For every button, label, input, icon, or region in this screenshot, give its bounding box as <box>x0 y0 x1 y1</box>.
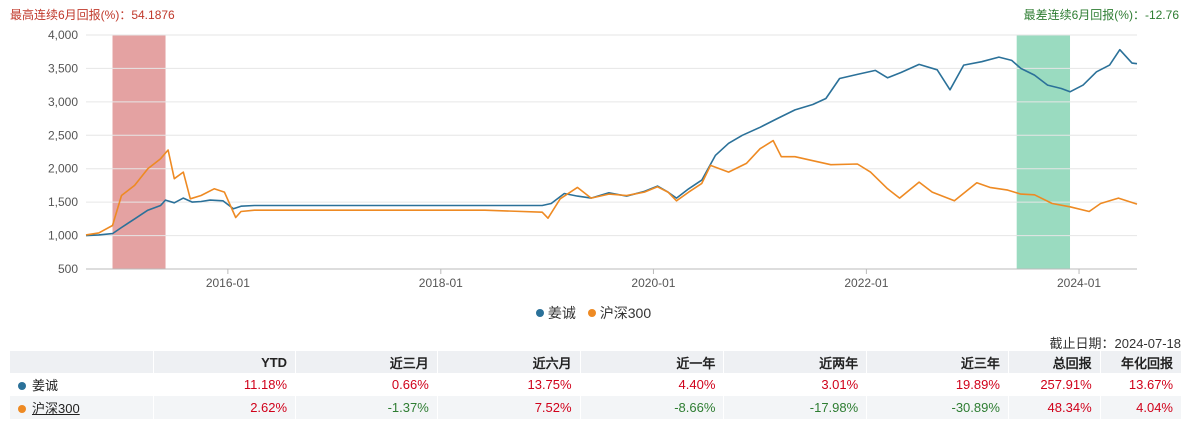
x-tick-label: 2016-01 <box>206 276 250 290</box>
legend-label-index: 沪深300 <box>599 305 652 321</box>
col-header-3m: 近三月 <box>295 351 438 373</box>
cell-value: 13.67% <box>1100 373 1183 396</box>
max-6m-band <box>112 35 166 269</box>
cell-value: 4.04% <box>1100 396 1183 419</box>
performance-table: YTD 近三月 近六月 近一年 近两年 近三年 总回报 年化回报 姜诚 11.1… <box>10 351 1183 419</box>
legend-item-index[interactable]: 沪深300 <box>587 303 652 323</box>
col-header-6m: 近六月 <box>437 351 581 373</box>
row-label-link[interactable]: 沪深300 <box>32 401 80 416</box>
cell-value: -17.98% <box>723 396 868 419</box>
as-of-date: 截止日期：2024-07-18 <box>1049 336 1182 351</box>
cell-value: 7.52% <box>437 396 581 419</box>
legend-item-fund[interactable]: 姜诚 <box>535 303 576 323</box>
cell-value: -8.66% <box>580 396 725 419</box>
col-header-3y: 近三年 <box>866 351 1009 373</box>
cell-value: -1.37% <box>295 396 438 419</box>
table-row: 沪深300 2.62% -1.37% 7.52% -8.66% -17.98% … <box>10 396 1183 419</box>
nav-line-chart: 500 1,000 1,500 2,000 2,500 3,000 3,500 4,000 2… <box>48 28 1138 290</box>
cell-value: 257.91% <box>1008 373 1101 396</box>
cell-value: 48.34% <box>1008 396 1101 419</box>
legend-label-fund: 姜诚 <box>547 305 576 321</box>
x-tick-label: 2018-01 <box>419 276 463 290</box>
table-row: 姜诚 11.18% 0.66% 13.75% 4.40% 3.01% 19.89… <box>10 373 1183 396</box>
x-tick-label: 2020-01 <box>631 276 675 290</box>
chart-legend: 姜诚 沪深300 <box>0 303 1187 323</box>
row-name-fund: 姜诚 <box>10 373 155 396</box>
cell-value: 2.62% <box>153 396 297 419</box>
max-6m-return-label: 最高连续6月回报(%)：54.1876 <box>10 8 175 22</box>
y-tick-label: 2,000 <box>48 162 78 176</box>
x-axis: 2016-01 2018-01 2020-01 2022-01 2024-01 <box>86 268 1137 290</box>
col-header <box>10 351 155 373</box>
cell-value: -30.89% <box>866 396 1009 419</box>
row-label: 姜诚 <box>32 378 59 393</box>
return-bands <box>112 35 1071 269</box>
y-tick-label: 2,500 <box>48 128 78 142</box>
col-header-2y: 近两年 <box>723 351 868 373</box>
cell-value: 0.66% <box>295 373 438 396</box>
legend-dot-icon <box>587 309 596 318</box>
grid-lines <box>86 34 1137 237</box>
legend-dot-icon <box>535 309 544 318</box>
col-header-annual: 年化回报 <box>1100 351 1183 373</box>
col-header-ytd: YTD <box>153 351 297 373</box>
cell-value: 19.89% <box>866 373 1009 396</box>
y-tick-label: 500 <box>58 262 78 276</box>
y-axis: 500 1,000 1,500 2,000 2,500 3,000 3,500 4,000 <box>48 28 78 276</box>
cell-value: 3.01% <box>723 373 868 396</box>
x-tick-label: 2022-01 <box>844 276 888 290</box>
series-lines <box>85 48 1138 237</box>
y-tick-label: 3,500 <box>48 61 78 75</box>
cell-value: 4.40% <box>580 373 725 396</box>
cell-value: 11.18% <box>153 373 297 396</box>
series-dot-icon <box>18 404 26 413</box>
y-tick-label: 1,500 <box>48 195 78 209</box>
table-header-row: YTD 近三月 近六月 近一年 近两年 近三年 总回报 年化回报 <box>10 351 1183 373</box>
min-6m-return-label: 最差连续6月回报(%)：-12.76 <box>1023 8 1179 22</box>
series-line-index <box>85 139 1138 236</box>
y-tick-label: 3,000 <box>48 95 78 109</box>
col-header-total: 总回报 <box>1008 351 1101 373</box>
min-6m-band <box>1016 35 1071 269</box>
series-dot-icon <box>18 381 26 390</box>
col-header-1y: 近一年 <box>580 351 725 373</box>
y-tick-label: 4,000 <box>48 28 78 42</box>
x-tick-label: 2024-01 <box>1057 276 1101 290</box>
series-line-fund <box>85 48 1138 237</box>
cell-value: 13.75% <box>437 373 581 396</box>
y-tick-label: 1,000 <box>48 229 78 243</box>
row-name-index[interactable]: 沪深300 <box>10 396 155 419</box>
